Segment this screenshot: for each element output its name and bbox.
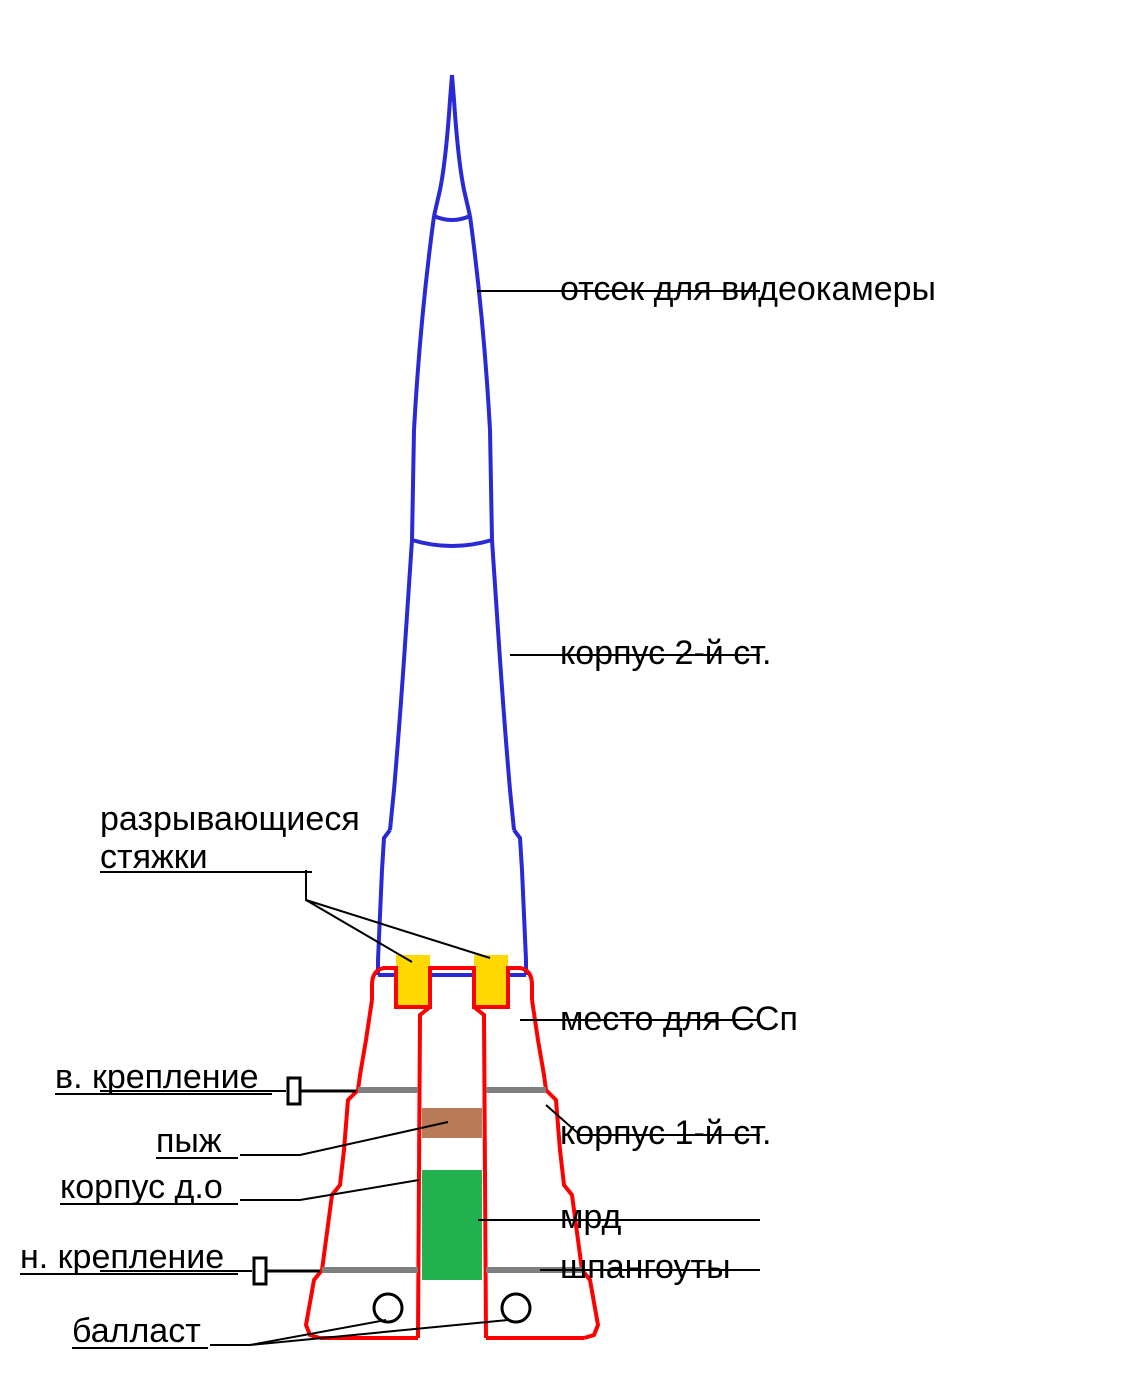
label-frames: шпангоуты bbox=[560, 1248, 731, 1286]
label-lower-mount: н. крепление bbox=[20, 1238, 224, 1276]
wad-block bbox=[422, 1108, 482, 1138]
first-stage-outline bbox=[306, 968, 598, 1338]
label-body-stage2: корпус 2-й ст. bbox=[560, 634, 771, 672]
break-tie-couplers bbox=[396, 955, 508, 1007]
label-motor-mount-body: корпус д.о bbox=[60, 1168, 223, 1206]
label-wad: пыж bbox=[156, 1122, 222, 1160]
label-break-ties-2: стяжки bbox=[100, 838, 208, 876]
label-upper-mount: в. крепление bbox=[55, 1058, 259, 1096]
label-break-ties-1: разрывающиеся bbox=[100, 800, 360, 838]
label-ballast: балласт bbox=[72, 1312, 201, 1350]
ballast-circles bbox=[374, 1294, 530, 1322]
label-motor: мрд bbox=[560, 1198, 622, 1236]
label-ssp-bay: место для ССп bbox=[560, 1000, 798, 1038]
second-stage-outline bbox=[378, 75, 526, 975]
rocket-diagram: отсек для видеокамеры корпус 2-й ст. раз… bbox=[0, 0, 1138, 1382]
upper-mount-glyph bbox=[288, 1078, 356, 1104]
label-body-stage1: корпус 1-й ст. bbox=[560, 1114, 771, 1152]
motor-block bbox=[422, 1170, 482, 1280]
label-camera-bay: отсек для видеокамеры bbox=[560, 270, 936, 308]
lower-mount-glyph bbox=[254, 1258, 320, 1284]
